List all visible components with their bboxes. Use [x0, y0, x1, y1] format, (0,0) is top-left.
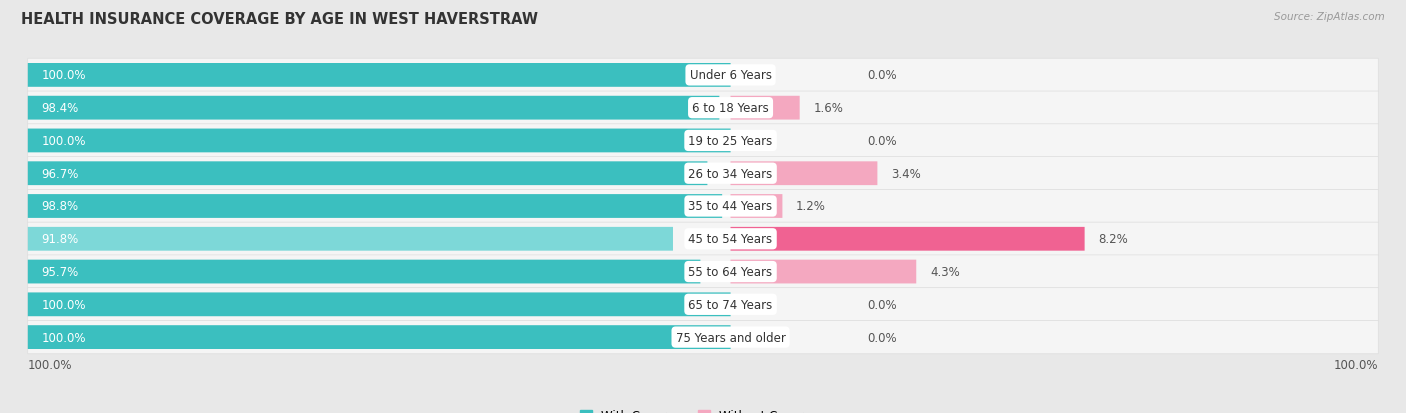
Text: 100.0%: 100.0% [42, 298, 86, 311]
Text: 8.2%: 8.2% [1098, 233, 1128, 246]
Text: 0.0%: 0.0% [868, 298, 897, 311]
Text: 19 to 25 Years: 19 to 25 Years [689, 135, 773, 147]
FancyBboxPatch shape [731, 227, 1084, 251]
FancyBboxPatch shape [731, 260, 917, 284]
FancyBboxPatch shape [28, 162, 707, 186]
Legend: With Coverage, Without Coverage: With Coverage, Without Coverage [575, 404, 831, 413]
FancyBboxPatch shape [28, 195, 723, 218]
Text: 100.0%: 100.0% [42, 331, 86, 344]
Text: 96.7%: 96.7% [42, 167, 79, 180]
Text: 0.0%: 0.0% [868, 331, 897, 344]
FancyBboxPatch shape [28, 64, 731, 88]
Text: 55 to 64 Years: 55 to 64 Years [689, 266, 773, 278]
Text: HEALTH INSURANCE COVERAGE BY AGE IN WEST HAVERSTRAW: HEALTH INSURANCE COVERAGE BY AGE IN WEST… [21, 12, 538, 27]
Text: 35 to 44 Years: 35 to 44 Years [689, 200, 773, 213]
FancyBboxPatch shape [28, 59, 1378, 93]
FancyBboxPatch shape [28, 124, 1378, 158]
FancyBboxPatch shape [28, 260, 700, 284]
FancyBboxPatch shape [28, 288, 1378, 321]
Text: 95.7%: 95.7% [42, 266, 79, 278]
FancyBboxPatch shape [28, 293, 731, 316]
Text: 26 to 34 Years: 26 to 34 Years [689, 167, 773, 180]
Text: Under 6 Years: Under 6 Years [689, 69, 772, 82]
FancyBboxPatch shape [28, 129, 731, 153]
Text: 1.6%: 1.6% [814, 102, 844, 115]
FancyBboxPatch shape [731, 162, 877, 186]
Text: 65 to 74 Years: 65 to 74 Years [689, 298, 773, 311]
Text: 100.0%: 100.0% [1334, 358, 1378, 372]
FancyBboxPatch shape [28, 320, 1378, 354]
Text: 75 Years and older: 75 Years and older [676, 331, 786, 344]
Text: 100.0%: 100.0% [28, 358, 72, 372]
FancyBboxPatch shape [28, 97, 720, 120]
Text: 98.4%: 98.4% [42, 102, 79, 115]
Text: Source: ZipAtlas.com: Source: ZipAtlas.com [1274, 12, 1385, 22]
FancyBboxPatch shape [28, 227, 673, 251]
Text: 91.8%: 91.8% [42, 233, 79, 246]
Text: 4.3%: 4.3% [929, 266, 960, 278]
Text: 3.4%: 3.4% [891, 167, 921, 180]
FancyBboxPatch shape [28, 157, 1378, 190]
FancyBboxPatch shape [28, 325, 731, 349]
Text: 6 to 18 Years: 6 to 18 Years [692, 102, 769, 115]
Text: 0.0%: 0.0% [868, 135, 897, 147]
Text: 98.8%: 98.8% [42, 200, 79, 213]
Text: 45 to 54 Years: 45 to 54 Years [689, 233, 773, 246]
Text: 0.0%: 0.0% [868, 69, 897, 82]
FancyBboxPatch shape [731, 97, 800, 120]
FancyBboxPatch shape [731, 195, 782, 218]
Text: 1.2%: 1.2% [796, 200, 825, 213]
FancyBboxPatch shape [28, 223, 1378, 256]
FancyBboxPatch shape [28, 190, 1378, 223]
FancyBboxPatch shape [28, 255, 1378, 289]
Text: 100.0%: 100.0% [42, 135, 86, 147]
FancyBboxPatch shape [28, 92, 1378, 125]
Text: 100.0%: 100.0% [42, 69, 86, 82]
